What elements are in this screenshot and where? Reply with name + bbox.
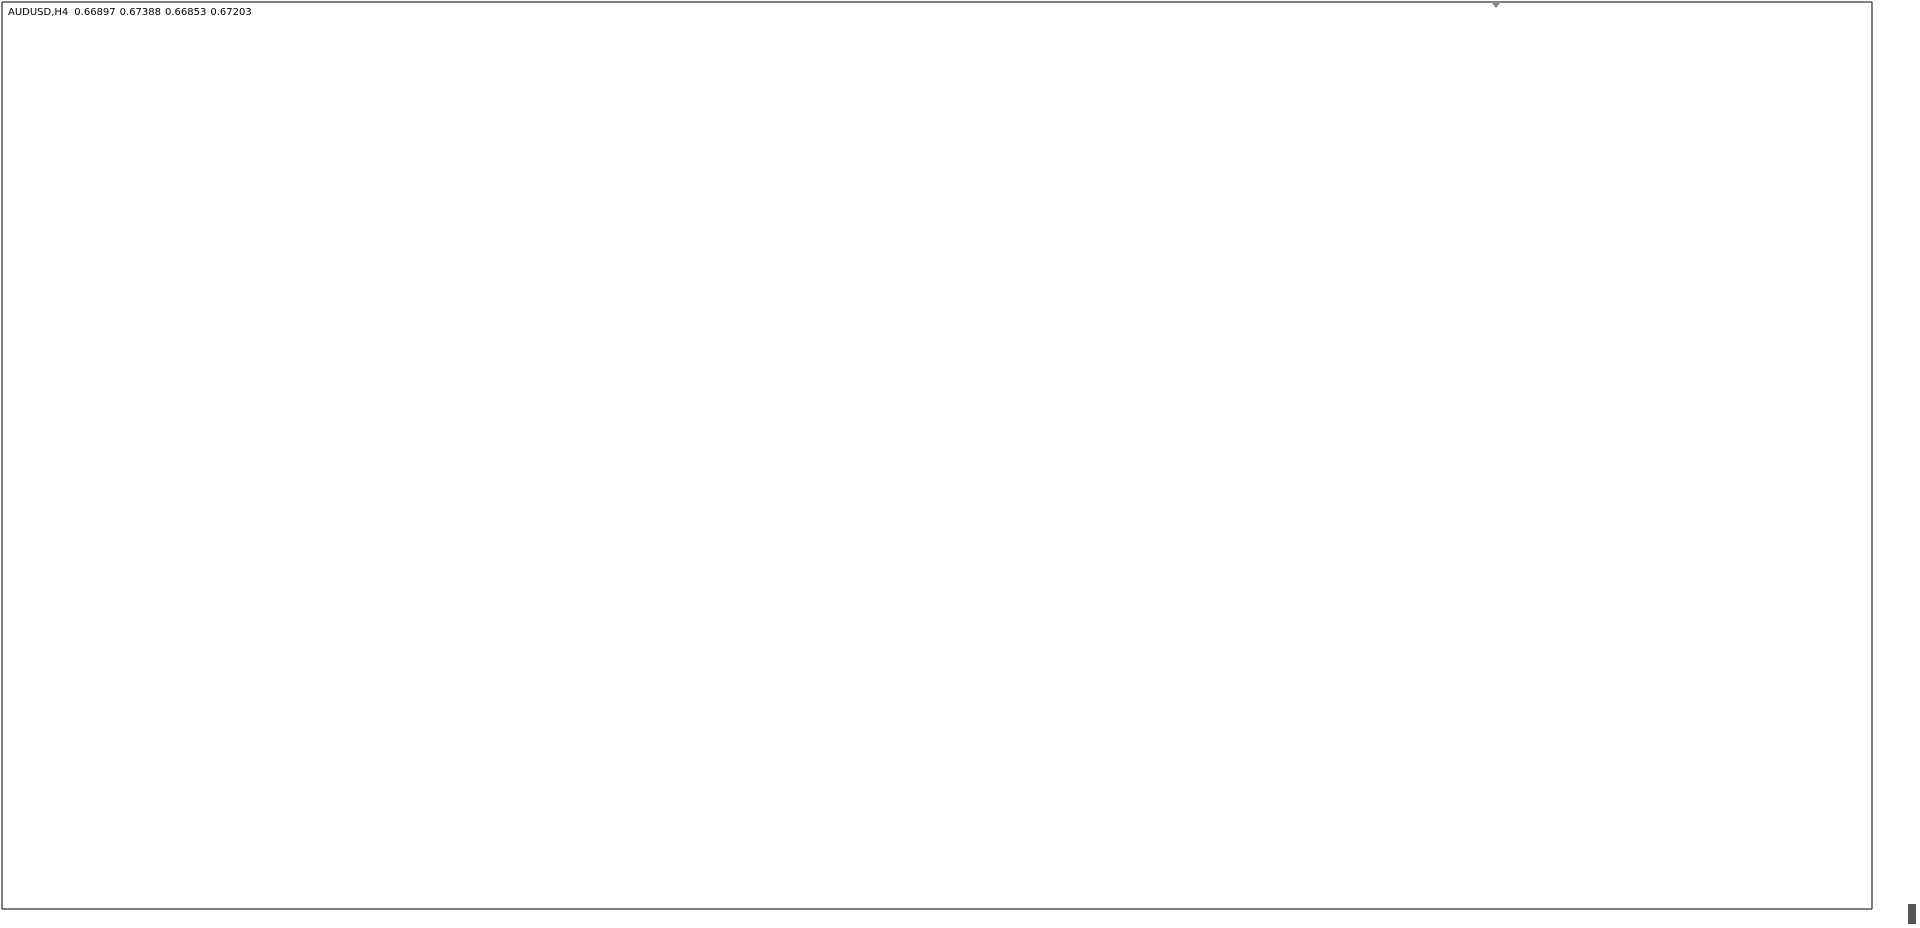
scroll-handle — [1908, 904, 1916, 924]
header-open: 0.66897 — [74, 7, 115, 18]
header-low: 0.66853 — [165, 7, 206, 18]
chart-shift-marker — [1491, 2, 1501, 8]
header-high: 0.67388 — [120, 7, 161, 18]
symbol: AUDUSD,H4 — [8, 7, 68, 18]
header-close: 0.67203 — [210, 7, 251, 18]
chart-header: AUDUSD,H4 0.66897 0.67388 0.66853 0.67203 — [8, 7, 252, 18]
